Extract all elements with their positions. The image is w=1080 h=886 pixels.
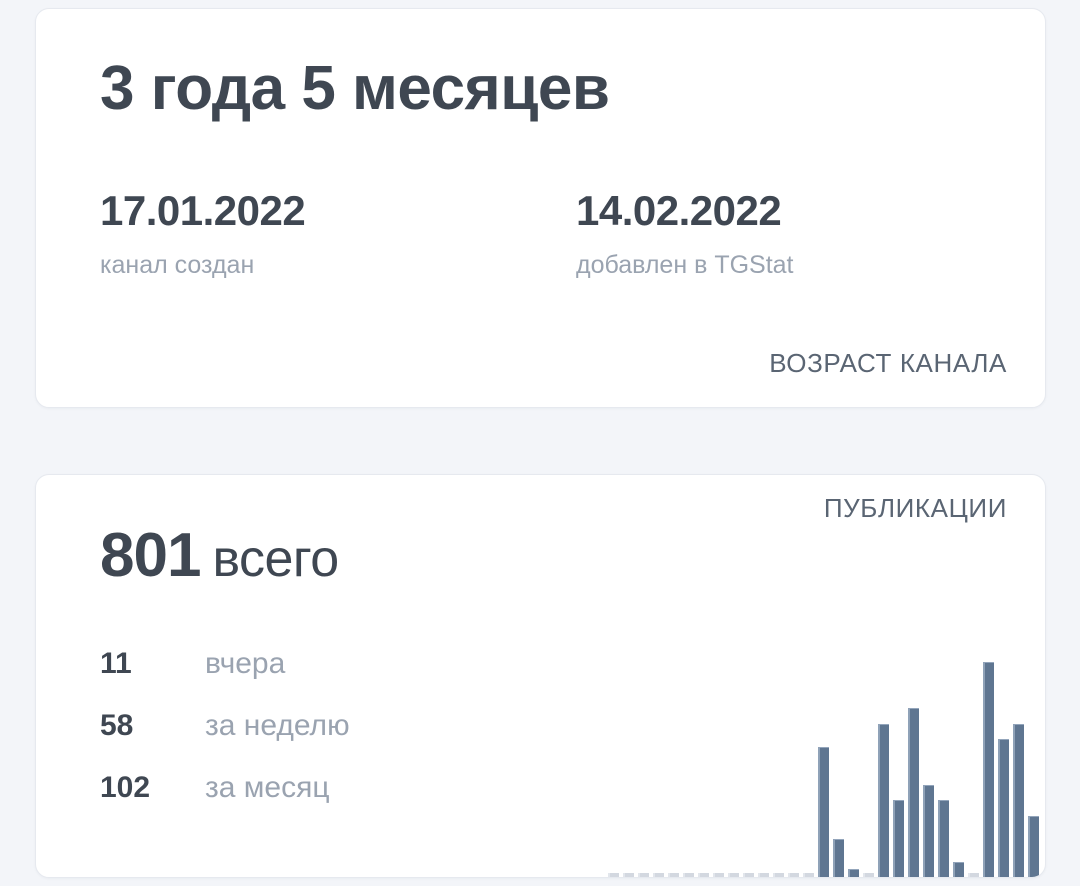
chart-bar	[878, 723, 889, 877]
chart-bar	[848, 869, 859, 877]
chart-bar	[953, 861, 964, 877]
chart-bar	[938, 800, 949, 877]
chart-bar	[1013, 723, 1024, 877]
publications-bar-chart	[608, 627, 1045, 877]
chart-bar	[818, 746, 829, 877]
publications-stat-value: 102	[100, 771, 151, 804]
channel-created-date: 17.01.2022	[100, 187, 306, 234]
chart-bar	[608, 873, 619, 877]
chart-bar	[713, 873, 724, 877]
chart-bar	[728, 873, 739, 877]
publications-stat-row: 102 за месяц	[100, 771, 350, 833]
chart-bar	[908, 708, 919, 877]
publications-total-word: всего	[212, 530, 339, 588]
publications-stat-value: 58	[100, 709, 134, 742]
publications-stat-label: за месяц	[205, 771, 330, 804]
chart-bar	[773, 873, 784, 877]
chart-bar	[758, 873, 769, 877]
publications-total-value: 801	[100, 521, 201, 590]
chart-bar	[683, 873, 694, 877]
channel-created-block: 17.01.2022 канал создан	[100, 187, 306, 280]
channel-added-caption: добавлен в TGStat	[576, 251, 794, 280]
chart-bar	[833, 838, 844, 877]
publications-total: 801 всего	[100, 525, 339, 587]
publications-card: ПУБЛИКАЦИИ 801 всего 11 вчера 58 за неделю 10…	[35, 474, 1046, 878]
chart-bar	[743, 873, 754, 877]
publications-stat-value: 11	[100, 647, 132, 680]
chart-bar	[623, 873, 634, 877]
chart-bar	[923, 785, 934, 877]
channel-age-title: 3 года 5 месяцев	[100, 54, 610, 123]
publications-stat-row: 58 за неделю	[100, 709, 350, 771]
chart-bar	[1028, 815, 1039, 877]
chart-bar	[893, 800, 904, 877]
channel-added-date: 14.02.2022	[576, 187, 782, 234]
channel-age-card: 3 года 5 месяцев 17.01.2022 канал создан…	[35, 8, 1046, 408]
publications-stat-list: 11 вчера 58 за неделю 102 за месяц	[100, 647, 350, 833]
publications-stat-label: вчера	[205, 647, 286, 680]
chart-bar	[653, 873, 664, 877]
chart-bar	[803, 873, 814, 877]
publications-card-tag: ПУБЛИКАЦИИ	[823, 493, 1007, 523]
channel-age-card-tag: ВОЗРАСТ КАНАЛА	[769, 348, 1007, 378]
chart-bar	[638, 873, 649, 877]
chart-bar	[668, 873, 679, 877]
chart-bar	[968, 873, 979, 877]
channel-created-caption: канал создан	[100, 251, 255, 280]
chart-bar	[998, 739, 1009, 877]
chart-bar	[983, 662, 994, 877]
chart-bar	[863, 873, 874, 877]
chart-bar	[788, 873, 799, 877]
channel-added-block: 14.02.2022 добавлен в TGStat	[576, 187, 794, 280]
publications-stat-row: 11 вчера	[100, 647, 350, 709]
chart-bar	[698, 873, 709, 877]
publications-stat-label: за неделю	[205, 709, 350, 742]
